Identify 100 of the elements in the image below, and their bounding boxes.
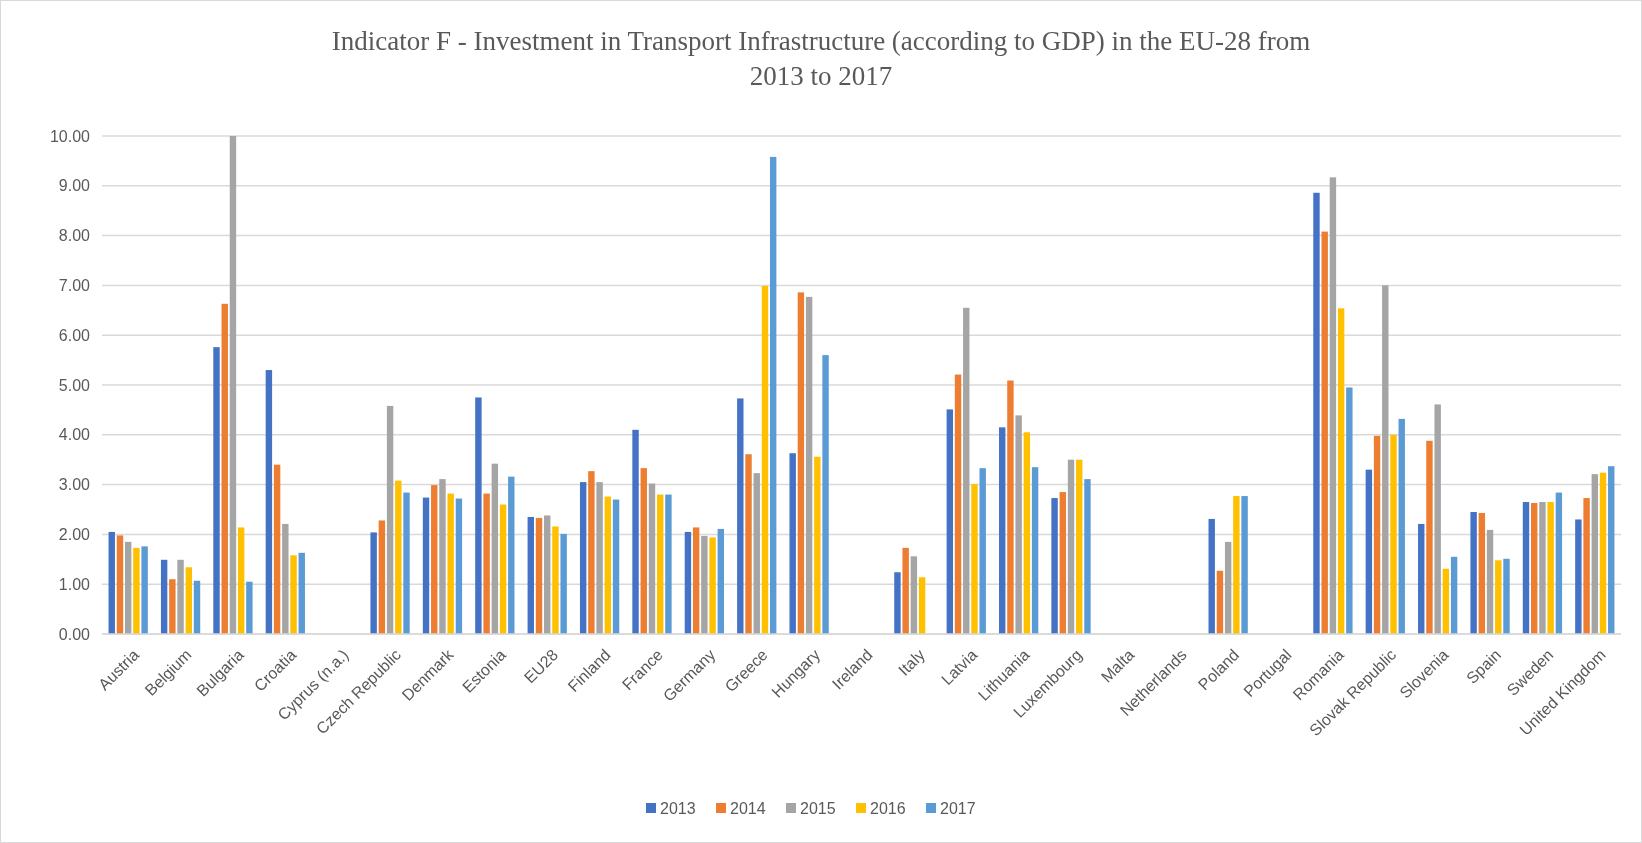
bar: [1076, 459, 1083, 634]
bar: [1398, 418, 1405, 634]
bar: [1442, 568, 1450, 634]
bar: [1390, 434, 1397, 634]
bar: [1434, 404, 1441, 634]
bar: [717, 528, 724, 634]
bar: [116, 535, 124, 634]
bar: [124, 541, 132, 634]
bar: [1313, 192, 1320, 634]
bar: [177, 559, 184, 634]
x-tick-label: Italy: [895, 646, 928, 679]
y-tick-label: 8.00: [58, 227, 91, 245]
bar: [612, 499, 620, 634]
bar: [737, 398, 744, 634]
bar: [1216, 570, 1224, 634]
bar: [1575, 519, 1582, 634]
bar: [632, 429, 639, 634]
bar: [1365, 469, 1373, 634]
bar: [657, 494, 664, 634]
bar: [1321, 231, 1328, 634]
bar: [535, 517, 543, 634]
bar: [971, 484, 978, 634]
bar: [1426, 440, 1433, 634]
legend-label: 2014: [730, 799, 766, 817]
bar: [378, 520, 386, 634]
bar: [1450, 556, 1458, 634]
bar: [108, 531, 115, 634]
bar: [745, 454, 752, 634]
bar: [483, 493, 490, 634]
legend-label: 2017: [940, 799, 976, 817]
bar: [386, 405, 394, 634]
bar: [431, 485, 438, 634]
y-tick-label: 9.00: [58, 177, 91, 195]
bar: [491, 463, 499, 634]
bar: [1522, 502, 1530, 634]
bar: [1608, 466, 1615, 634]
bar: [814, 456, 821, 634]
y-tick-label: 0.00: [58, 625, 91, 643]
bar: [918, 577, 926, 634]
bar: [160, 559, 168, 634]
bar: [963, 307, 970, 634]
bar: [640, 468, 647, 634]
bar: [1346, 387, 1353, 634]
bar: [1015, 415, 1022, 634]
bar: [1382, 285, 1389, 634]
bar: [789, 453, 796, 634]
bar: [665, 494, 672, 634]
bar: [298, 552, 305, 634]
bar: [910, 556, 918, 634]
bar: [439, 479, 446, 634]
bar: [1337, 308, 1345, 634]
bar: [290, 555, 297, 634]
bar: [560, 533, 567, 634]
bar: [805, 296, 813, 634]
bar: [894, 572, 901, 634]
bar: [237, 527, 245, 634]
bar: [1547, 502, 1554, 634]
bar: [1233, 496, 1240, 634]
bar: [185, 567, 192, 634]
bar: [1023, 432, 1031, 634]
y-tick-label: 5.00: [58, 376, 91, 394]
legend-label: 2016: [870, 799, 906, 817]
bar: [604, 496, 612, 634]
bar: [475, 397, 482, 634]
bar: [1583, 498, 1590, 634]
bar: [169, 579, 176, 634]
y-tick-label: 2.00: [58, 526, 91, 543]
bar: [395, 480, 402, 634]
bar: [954, 374, 962, 634]
bar: [1470, 511, 1477, 634]
bar: [946, 409, 954, 634]
chart-title: Indicator F - Investment in Transport Infrastructure (according to GDP) in the EU-28 from 2013 to 2017: [331, 26, 1311, 91]
bar: [1599, 472, 1607, 634]
bar: [1224, 541, 1232, 634]
bar: [769, 156, 777, 634]
bar: [684, 531, 692, 634]
bar: [1031, 467, 1039, 634]
bar: [1084, 479, 1091, 634]
bar: [797, 292, 805, 634]
bar: [455, 498, 463, 634]
bar: [282, 523, 289, 634]
y-tick-label: 6.00: [58, 326, 91, 344]
bar: [265, 370, 273, 634]
bar: [193, 580, 201, 634]
bar: [508, 476, 515, 634]
bar: [370, 532, 377, 634]
legend-label: 2013: [660, 799, 696, 817]
bar: [1007, 380, 1014, 634]
bar: [1539, 502, 1546, 634]
bar: [709, 537, 716, 634]
bar: [648, 483, 656, 634]
bar: [213, 347, 220, 634]
bar: [588, 471, 595, 634]
bar: [579, 482, 587, 634]
bar: [1495, 560, 1502, 634]
bar: [1059, 492, 1066, 634]
bar: [979, 468, 986, 634]
bar: [221, 303, 228, 634]
bar: [999, 427, 1006, 634]
bar: [552, 526, 559, 634]
